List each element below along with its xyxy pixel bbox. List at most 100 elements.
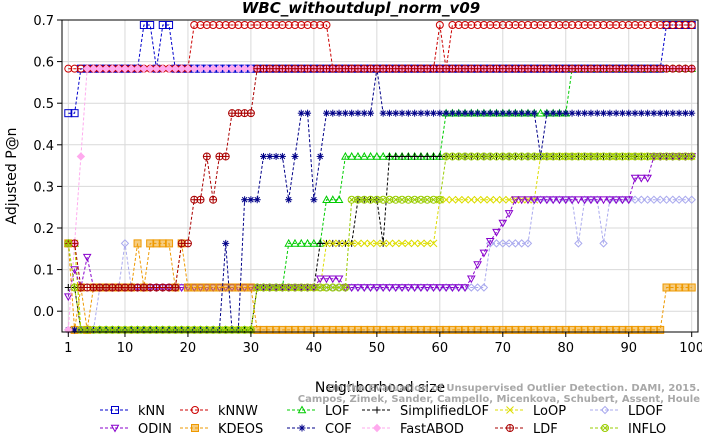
data-point	[499, 109, 507, 117]
data-point	[316, 20, 325, 29]
data-point	[378, 151, 388, 160]
data-point	[486, 109, 494, 117]
y-tick-label: 0.0	[33, 305, 54, 320]
legend-item: SimplifiedLOF	[362, 404, 489, 419]
data-point	[467, 152, 476, 161]
data-point	[669, 109, 677, 117]
data-point	[64, 109, 73, 118]
data-point	[473, 152, 482, 161]
data-point	[403, 284, 413, 293]
data-point	[592, 196, 602, 205]
data-point	[410, 239, 419, 248]
legend-marker	[373, 406, 381, 414]
data-point	[64, 64, 73, 73]
data-point	[404, 239, 413, 248]
series-knnw	[64, 20, 696, 73]
data-point	[139, 20, 148, 29]
data-point	[316, 152, 324, 160]
data-point	[568, 20, 577, 29]
data-point	[411, 152, 419, 160]
data-point	[391, 239, 400, 248]
legend-marker	[110, 424, 120, 433]
data-point	[517, 20, 526, 29]
series-ldof	[64, 195, 696, 335]
data-point	[322, 239, 331, 248]
legend-item: ODIN	[100, 422, 172, 434]
data-point	[518, 109, 526, 117]
data-point	[423, 109, 431, 117]
y-axis-label: Adjusted P@n	[4, 127, 20, 224]
data-point	[504, 239, 514, 248]
data-point	[303, 20, 312, 29]
data-point	[436, 109, 444, 117]
data-point	[297, 109, 305, 117]
plot-frame	[61, 19, 699, 333]
data-point	[328, 239, 337, 248]
legend-item: COF	[287, 422, 352, 434]
data-point	[291, 152, 299, 160]
data-point	[133, 239, 142, 248]
legend-marker	[191, 406, 199, 414]
data-point	[555, 152, 564, 161]
data-point	[341, 283, 350, 292]
data-point	[549, 152, 558, 161]
data-point	[536, 196, 545, 205]
data-point	[341, 151, 350, 160]
data-point	[177, 64, 186, 73]
legend-label: ODIN	[138, 422, 172, 434]
data-point	[284, 238, 294, 247]
data-point	[397, 284, 407, 293]
data-point	[347, 151, 357, 160]
data-point	[82, 253, 92, 262]
data-point	[120, 64, 130, 73]
data-point	[101, 64, 111, 73]
data-point	[392, 152, 400, 160]
data-point	[656, 152, 665, 161]
data-point	[246, 109, 255, 118]
data-point	[492, 109, 500, 117]
data-point	[675, 109, 683, 117]
data-point	[587, 109, 595, 117]
data-point	[662, 152, 671, 161]
data-point	[687, 283, 696, 292]
data-point	[523, 239, 533, 248]
data-point	[429, 284, 438, 293]
data-point	[366, 239, 375, 248]
legend-item: FastABOD	[362, 422, 464, 434]
legend-label: KDEOS	[218, 422, 263, 434]
data-point	[681, 109, 689, 117]
data-point	[605, 20, 614, 29]
data-point	[322, 195, 331, 204]
legend-label: kNN	[138, 404, 165, 419]
data-point	[631, 109, 639, 117]
data-point	[202, 152, 211, 161]
data-point	[296, 238, 306, 247]
data-point	[542, 20, 551, 29]
data-point	[574, 239, 583, 248]
data-point	[416, 195, 425, 204]
data-point	[517, 239, 526, 248]
data-point	[290, 283, 299, 292]
x-tick-label: 70	[495, 341, 512, 356]
data-point	[259, 20, 268, 29]
data-point	[555, 196, 564, 205]
data-point	[328, 275, 338, 284]
data-point	[379, 195, 388, 204]
data-point	[82, 64, 92, 73]
data-point	[580, 152, 589, 161]
data-point	[505, 109, 513, 117]
legend-marker	[297, 405, 307, 414]
data-point	[165, 20, 174, 29]
data-point	[479, 249, 489, 258]
data-point	[133, 64, 142, 73]
data-point	[461, 109, 469, 117]
x-tick-label: 80	[557, 341, 574, 356]
data-point	[618, 152, 627, 161]
data-point	[372, 195, 381, 204]
series-line	[67, 155, 692, 297]
data-point	[309, 283, 318, 292]
data-point	[517, 196, 527, 205]
data-point	[385, 152, 393, 160]
data-point	[448, 20, 457, 29]
data-point	[417, 239, 425, 248]
